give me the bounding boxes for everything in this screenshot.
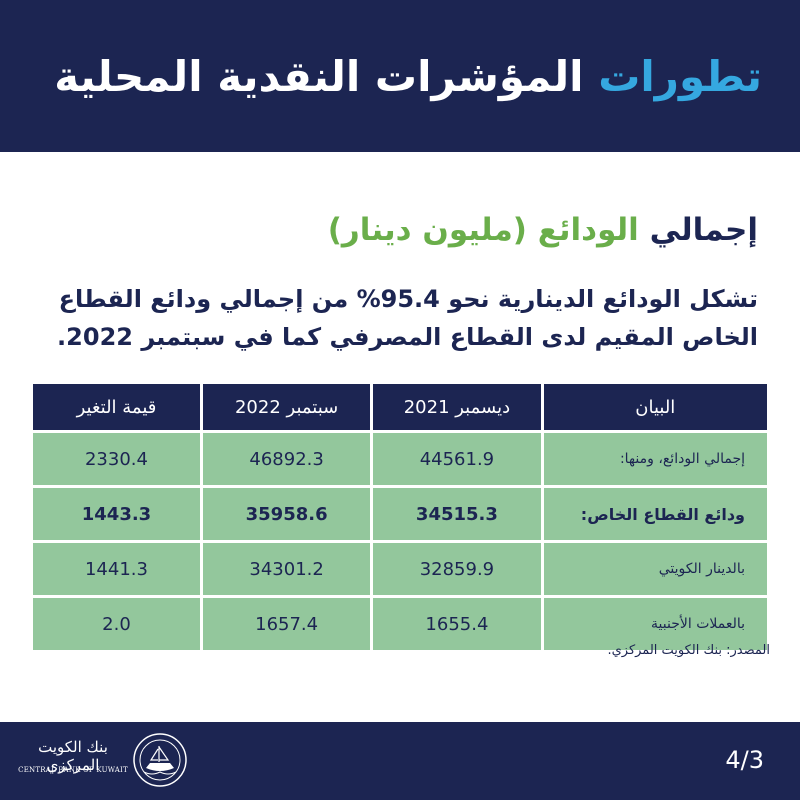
section-title-green: الودائع (مليون دينار) — [327, 212, 639, 248]
cell-dec-2021: 32859.9 — [373, 543, 541, 595]
header-cell-sep-2022: سبتمبر 2022 — [202, 384, 371, 430]
row-label: إجمالي الودائع، ومنها: — [543, 433, 767, 485]
header-cell-dec-2021: ديسمبر 2021 — [373, 384, 541, 430]
cell-sep-2022: 35958.6 — [202, 488, 371, 540]
section-title: إجمالي الودائع (مليون دينار) — [328, 212, 758, 248]
page-title-accent: تطورات — [598, 51, 762, 101]
bank-logo: بنك الكويت المركزي CENTRAL BANK OF KUWAI… — [14, 732, 187, 790]
row-label: بالعملات الأجنبية — [543, 598, 767, 650]
table-header-row: البيان ديسمبر 2021 سبتمبر 2022 قيمة التغ… — [33, 384, 767, 430]
source-note: المصدر: بنك الكويت المركزي. — [607, 643, 770, 658]
header-cell-change: قيمة التغير — [33, 384, 200, 430]
page-title-main: المؤشرات النقدية المحلية — [54, 51, 584, 101]
section-title-main: إجمالي — [649, 212, 758, 248]
cell-dec-2021: 34515.3 — [373, 488, 541, 540]
cell-sep-2022: 46892.3 — [202, 433, 371, 485]
table-row: بالعملات الأجنبية 1655.4 1657.4 2.0 — [33, 598, 767, 650]
cell-change: 1441.3 — [33, 543, 200, 595]
footer-bar: بنك الكويت المركزي CENTRAL BANK OF KUWAI… — [0, 722, 800, 800]
deposits-table: البيان ديسمبر 2021 سبتمبر 2022 قيمة التغ… — [30, 381, 770, 653]
cell-dec-2021: 44561.9 — [373, 433, 541, 485]
header-cell-item: البيان — [543, 384, 767, 430]
cell-sep-2022: 1657.4 — [202, 598, 371, 650]
cell-change: 2330.4 — [33, 433, 200, 485]
bank-seal-icon — [133, 733, 187, 787]
intro-paragraph: تشكل الودائع الدينارية نحو 95.4% من إجما… — [57, 285, 758, 351]
table-row: ودائع القطاع الخاص: 34515.3 35958.6 1443… — [33, 488, 767, 540]
page-title: تطورات المؤشرات النقدية المحلية — [54, 52, 762, 101]
page-indicator: 4/3 — [725, 746, 764, 774]
logo-english-text: CENTRAL BANK OF KUWAIT — [18, 766, 128, 774]
cell-change: 2.0 — [33, 598, 200, 650]
header-banner: تطورات المؤشرات النقدية المحلية — [0, 0, 800, 152]
table-row: إجمالي الودائع، ومنها: 44561.9 46892.3 2… — [33, 433, 767, 485]
logo-arabic-text: بنك الكويت المركزي — [38, 738, 108, 774]
row-label: ودائع القطاع الخاص: — [543, 488, 767, 540]
row-label: بالدينار الكويتي — [543, 543, 767, 595]
table-row: بالدينار الكويتي 32859.9 34301.2 1441.3 — [33, 543, 767, 595]
cell-sep-2022: 34301.2 — [202, 543, 371, 595]
cell-dec-2021: 1655.4 — [373, 598, 541, 650]
cell-change: 1443.3 — [33, 488, 200, 540]
